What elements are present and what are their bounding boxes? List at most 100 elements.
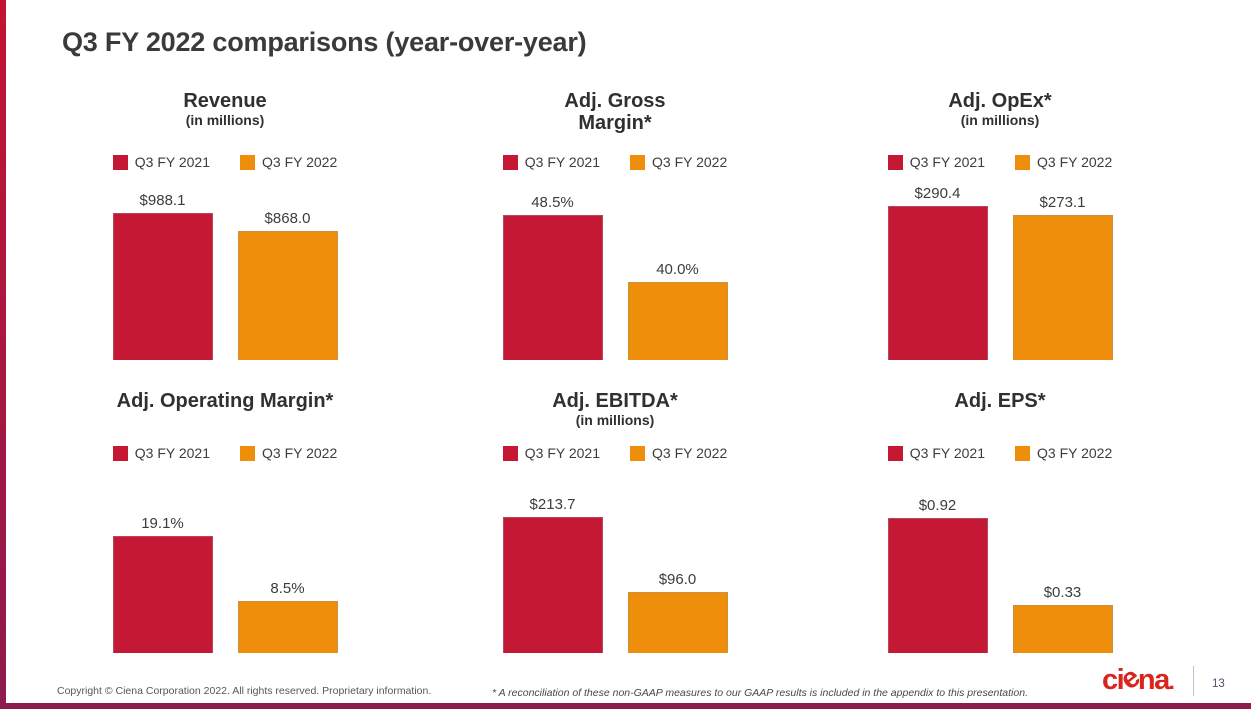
chart-title-line: Adj. Operating Margin* <box>116 390 334 412</box>
bar-fy2021 <box>502 517 603 653</box>
footnote-text: * A reconciliation of these non-GAAP mea… <box>492 687 1028 699</box>
bar-column-fy2022: $273.1 <box>1012 194 1113 360</box>
legend-label-fy2022: Q3 FY 2022 <box>1037 445 1113 461</box>
chart-title: Adj. OpEx* (in millions) <box>850 90 1150 129</box>
legend-label-fy2021: Q3 FY 2021 <box>524 154 600 170</box>
legend-swatch-fy2022-icon <box>1015 154 1030 170</box>
legend-swatch-fy2021-icon <box>112 445 128 461</box>
bar-column-fy2021: 48.5% <box>502 194 603 360</box>
chart-title: Adj. Gross Margin* <box>465 90 765 134</box>
legend-label-fy2021: Q3 FY 2021 <box>524 445 600 461</box>
chart-plot-area: 48.5% 40.0% <box>465 165 765 360</box>
bar-fy2022 <box>237 231 338 360</box>
legend-item-fy2021: Q3 FY 2021 <box>112 445 210 461</box>
bar-column-fy2022: $0.33 <box>1012 584 1113 653</box>
legend-label-fy2021: Q3 FY 2021 <box>134 154 210 170</box>
ciena-logo: ciena. <box>1102 662 1175 697</box>
bar-column-fy2021: 19.1% <box>112 515 213 653</box>
legend-label-fy2022: Q3 FY 2022 <box>1037 154 1113 170</box>
chart-title-line: Revenue <box>183 90 267 112</box>
bar-fy2021 <box>887 206 988 360</box>
legend-item-fy2021: Q3 FY 2021 <box>887 445 985 461</box>
page-number: 13 <box>1212 678 1225 690</box>
legend-item-fy2021: Q3 FY 2021 <box>887 154 985 170</box>
bar-fy2022 <box>237 601 338 653</box>
legend-item-fy2021: Q3 FY 2021 <box>112 154 210 170</box>
copyright-text: Copyright © Ciena Corporation 2022. All … <box>57 685 432 697</box>
bar-column-fy2022: $96.0 <box>627 571 728 653</box>
logo-letter: n <box>1137 664 1156 696</box>
logo-letter: a <box>1154 664 1170 696</box>
page-title: Q3 FY 2022 comparisons (year-over-year) <box>62 27 587 57</box>
bar-value-label-fy2021: 19.1% <box>141 515 184 532</box>
bar-value-label-fy2021: $0.92 <box>918 497 957 514</box>
chart-legend: Q3 FY 2021 Q3 FY 2022 <box>75 154 375 170</box>
bar-chart: Revenue (in millions) Q3 FY 2021 Q3 FY 20… <box>75 88 375 360</box>
bar-value-label-fy2022: $96.0 <box>658 571 697 588</box>
bar-value-label-fy2022: $273.1 <box>1039 194 1086 211</box>
legend-item-fy2021: Q3 FY 2021 <box>502 154 600 170</box>
bar-fy2021 <box>502 215 603 360</box>
chart-title: Revenue (in millions) <box>75 90 375 129</box>
bar-chart: Adj. Operating Margin* Q3 FY 2021 Q3 FY … <box>75 388 375 653</box>
bar-fy2021 <box>887 518 988 653</box>
chart-title-line: Adj. EBITDA* <box>552 390 678 412</box>
legend-item-fy2022: Q3 FY 2022 <box>1015 154 1112 170</box>
bar-column-fy2022: 40.0% <box>627 261 728 360</box>
bar-fy2021 <box>112 536 213 653</box>
legend-label-fy2022: Q3 FY 2022 <box>262 154 338 170</box>
chart-legend: Q3 FY 2021 Q3 FY 2022 <box>850 154 1150 170</box>
legend-swatch-fy2022-icon <box>240 154 255 170</box>
bar-value-label-fy2022: 40.0% <box>656 261 699 278</box>
chart-plot-area: 19.1% 8.5% <box>75 478 375 653</box>
bar-value-label-fy2021: $988.1 <box>139 192 186 209</box>
chart-title: Adj. Operating Margin* <box>75 390 375 412</box>
bar-fy2022 <box>627 282 728 360</box>
chart-subtitle: (in millions) <box>960 112 1040 128</box>
legend-swatch-fy2022-icon <box>630 445 645 461</box>
legend-swatch-fy2021-icon <box>887 445 903 461</box>
bar-column-fy2021: $290.4 <box>887 185 988 360</box>
bar-column-fy2021: $0.92 <box>887 497 988 653</box>
legend-item-fy2022: Q3 FY 2022 <box>630 154 727 170</box>
bottom-accent-bar <box>0 703 1251 709</box>
chart-legend: Q3 FY 2021 Q3 FY 2022 <box>465 445 765 461</box>
chart-title-line: Adj. EPS* <box>954 390 1046 412</box>
legend-item-fy2022: Q3 FY 2022 <box>240 154 337 170</box>
bar-column-fy2021: $213.7 <box>502 496 603 653</box>
bar-column-fy2022: $868.0 <box>237 210 338 360</box>
chart-plot-area: $290.4 $273.1 <box>850 165 1150 360</box>
chart-legend: Q3 FY 2021 Q3 FY 2022 <box>75 445 375 461</box>
left-accent-bar <box>0 0 6 709</box>
legend-label-fy2021: Q3 FY 2021 <box>134 445 210 461</box>
legend-swatch-fy2022-icon <box>630 154 645 170</box>
chart-title-line: Margin* <box>578 112 652 134</box>
legend-swatch-fy2022-icon <box>1015 445 1030 461</box>
legend-item-fy2022: Q3 FY 2022 <box>1015 445 1112 461</box>
logo-letter: i <box>1116 664 1125 696</box>
chart-plot-area: $988.1 $868.0 <box>75 165 375 360</box>
chart-subtitle: (in millions) <box>185 112 265 128</box>
legend-label-fy2021: Q3 FY 2021 <box>909 154 985 170</box>
chart-legend: Q3 FY 2021 Q3 FY 2022 <box>465 154 765 170</box>
legend-label-fy2022: Q3 FY 2022 <box>652 154 728 170</box>
bar-chart: Adj. EBITDA* (in millions) Q3 FY 2021 Q3 … <box>465 388 765 653</box>
legend-item-fy2022: Q3 FY 2022 <box>240 445 337 461</box>
chart-subtitle: (in millions) <box>575 412 655 428</box>
bar-column-fy2022: 8.5% <box>237 580 338 653</box>
chart-title: Adj. EPS* <box>850 390 1150 412</box>
bar-value-label-fy2022: 8.5% <box>270 580 305 597</box>
legend-item-fy2022: Q3 FY 2022 <box>630 445 727 461</box>
bar-value-label-fy2021: $213.7 <box>529 496 576 513</box>
chart-title-line: Adj. OpEx* <box>948 90 1052 112</box>
bar-fy2021 <box>112 213 213 360</box>
bar-value-label-fy2021: 48.5% <box>531 194 574 211</box>
legend-label-fy2021: Q3 FY 2021 <box>909 445 985 461</box>
bar-value-label-fy2022: $868.0 <box>264 210 311 227</box>
legend-swatch-fy2022-icon <box>240 445 255 461</box>
bar-value-label-fy2022: $0.33 <box>1043 584 1082 601</box>
legend-label-fy2022: Q3 FY 2022 <box>652 445 728 461</box>
legend-label-fy2022: Q3 FY 2022 <box>262 445 338 461</box>
legend-swatch-fy2021-icon <box>502 445 518 461</box>
